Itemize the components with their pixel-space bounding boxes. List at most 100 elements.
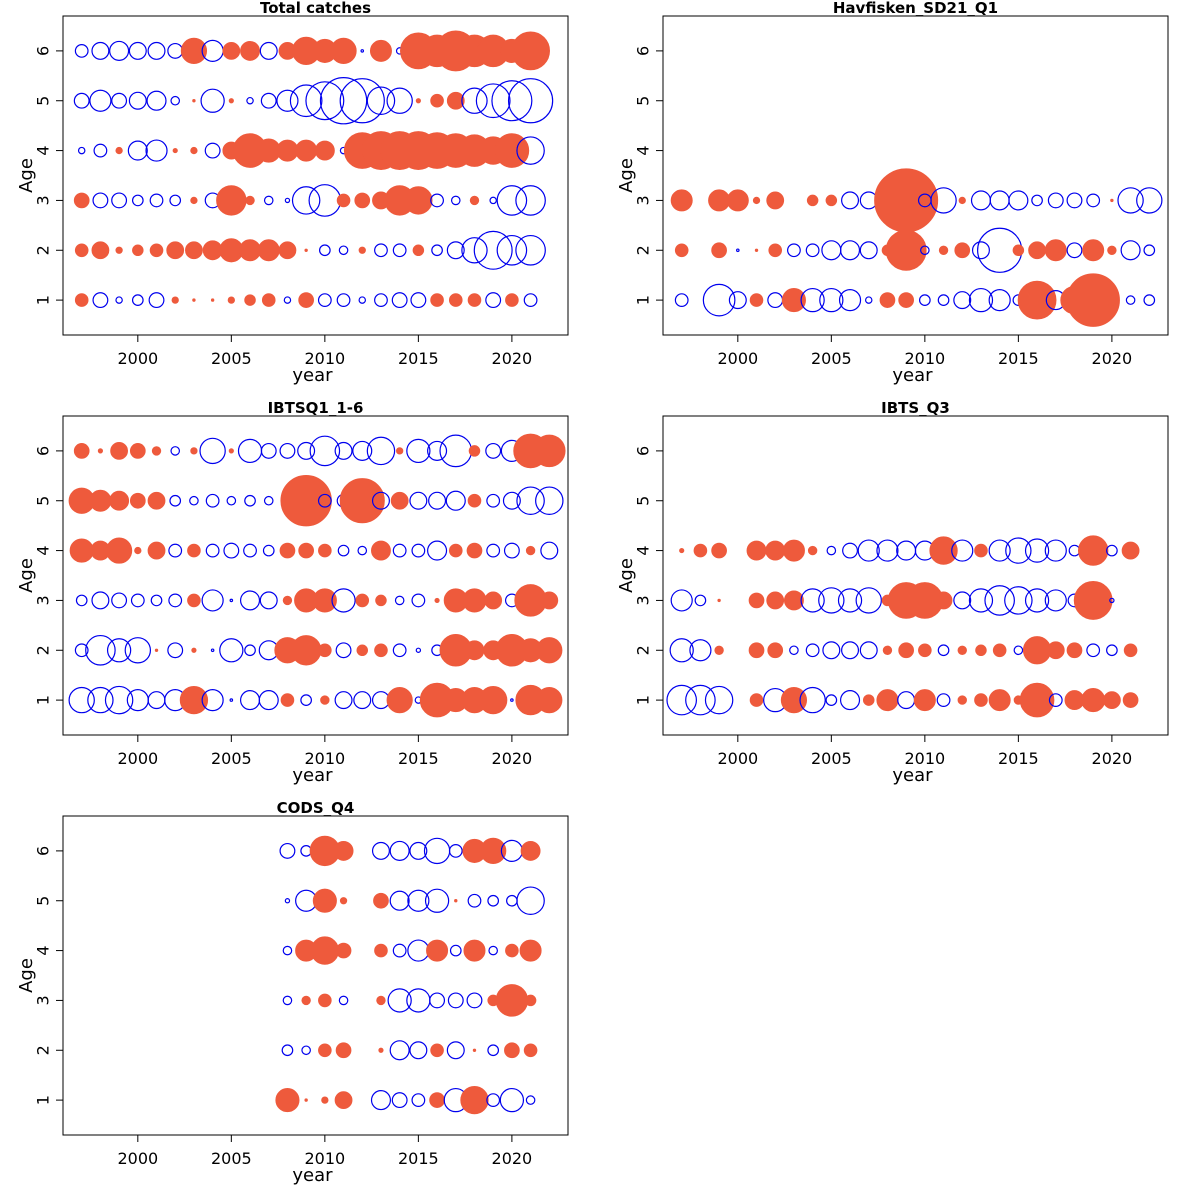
bubble-negative: [331, 588, 356, 613]
bubble-negative: [358, 296, 367, 304]
y-tick-label: 4: [34, 545, 53, 555]
bubble-positive: [185, 241, 203, 260]
bubble-negative: [1066, 192, 1083, 209]
bubble-positive: [179, 685, 209, 715]
y-tick-label: 1: [34, 1095, 53, 1105]
y-tick-label: 5: [34, 896, 53, 906]
bubble-positive: [1123, 643, 1138, 658]
bubble-positive: [335, 942, 352, 959]
y-tick-label: 3: [634, 195, 653, 205]
bubble-positive: [434, 597, 440, 604]
bubble-negative: [111, 92, 128, 109]
bubble-negative: [800, 588, 825, 613]
bubble-negative: [85, 634, 116, 666]
bubble-negative: [319, 77, 368, 125]
bubble-negative: [415, 647, 422, 653]
y-tick-label: 3: [34, 195, 53, 205]
bubble-positive: [957, 645, 967, 655]
bubble-positive: [154, 648, 159, 652]
bubble-negative: [366, 436, 396, 466]
bubble-positive: [147, 541, 166, 560]
x-tick-label: 2000: [717, 349, 758, 368]
bubble-negative: [168, 593, 183, 608]
bubble-negative: [282, 945, 293, 956]
x-tick-label: 2000: [717, 749, 758, 768]
bubble-positive: [898, 642, 914, 659]
y-tick-label: 2: [634, 645, 653, 655]
bubble-positive: [396, 447, 404, 455]
bubble-negative: [1109, 597, 1115, 604]
bubble-positive: [109, 490, 130, 511]
bubble-positive: [1082, 239, 1105, 262]
bubble-negative: [805, 643, 820, 658]
bubble-negative: [736, 248, 740, 253]
bubble-positive: [446, 91, 465, 110]
bubble-negative: [92, 192, 109, 209]
bubble-positive: [749, 293, 764, 307]
bubble-negative: [485, 292, 502, 309]
y-tick-label: 5: [34, 96, 53, 106]
y-tick-label: 3: [634, 595, 653, 605]
y-tick-label: 6: [34, 446, 53, 456]
bubble-negative: [515, 234, 546, 266]
bubble-positive: [708, 189, 731, 212]
bubble-positive: [245, 195, 255, 206]
bubble-positive: [190, 196, 198, 205]
bubble-positive: [504, 1042, 520, 1059]
bubble-negative: [1005, 537, 1032, 564]
bubble-positive: [767, 642, 784, 659]
bubble-positive: [187, 593, 201, 608]
bubble-positive: [376, 995, 386, 1006]
bubble-negative: [496, 234, 528, 266]
bubble-positive: [679, 547, 685, 554]
bubble-negative: [263, 195, 274, 206]
x-tick-label: 2010: [304, 749, 345, 768]
x-tick-label: 2015: [398, 749, 439, 768]
bubble-positive: [166, 241, 185, 260]
bubble-negative: [876, 539, 899, 562]
y-tick-label: 1: [634, 295, 653, 305]
bubble-positive: [670, 189, 693, 212]
bubble-negative: [685, 684, 716, 716]
bubble-negative: [115, 296, 123, 304]
bubble-negative: [446, 241, 465, 260]
bubble-negative: [1086, 643, 1101, 658]
bubble-positive: [275, 1088, 300, 1113]
bubble-negative: [838, 289, 862, 312]
bubble-negative: [430, 193, 444, 208]
bubble-positive: [290, 635, 322, 666]
bubble-negative: [169, 494, 182, 507]
bubble-positive: [415, 98, 421, 104]
bubble-negative: [1143, 294, 1156, 306]
bubble-positive: [974, 693, 988, 707]
bubble-positive: [171, 296, 179, 304]
x-tick-label: 2015: [998, 749, 1039, 768]
y-tick-label: 1: [34, 695, 53, 705]
x-axis-label: year: [892, 765, 933, 786]
bubble-negative: [392, 643, 407, 658]
bubble-positive: [192, 99, 196, 103]
bubble-negative: [392, 243, 407, 258]
bubble-negative: [475, 83, 511, 119]
bubble-negative: [461, 237, 488, 264]
bubble-positive: [115, 146, 123, 155]
bubble-positive: [335, 1042, 352, 1059]
bubble-negative: [485, 442, 502, 459]
bubble-positive: [448, 293, 463, 307]
bubble-positive: [202, 240, 223, 261]
bubble-negative: [857, 539, 880, 562]
bubble-positive: [227, 296, 235, 304]
y-tick-label: 4: [34, 945, 53, 955]
bubble-positive: [312, 588, 337, 613]
bubble-negative: [394, 595, 405, 606]
bubble-positive: [464, 640, 485, 661]
bubble-positive: [280, 693, 295, 707]
x-tick-label: 2010: [904, 749, 945, 768]
bubble-negative: [149, 193, 164, 208]
bubble-positive: [783, 590, 804, 611]
bubble-positive: [191, 647, 197, 653]
bubble-positive: [304, 1098, 308, 1102]
bubble-positive: [333, 840, 354, 861]
bubble-positive: [938, 245, 949, 255]
bubble-negative: [279, 442, 296, 459]
